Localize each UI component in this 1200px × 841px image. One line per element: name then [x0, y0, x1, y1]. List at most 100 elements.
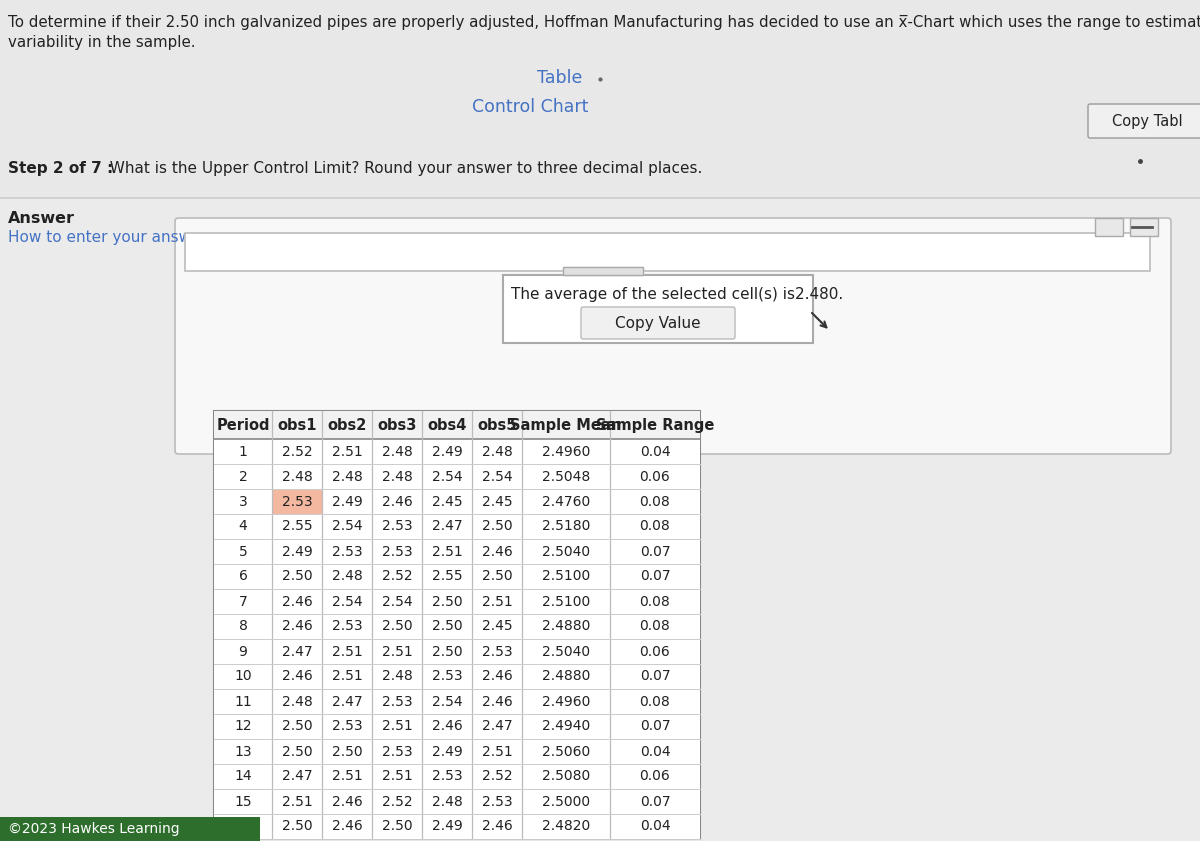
Text: 2.4820: 2.4820	[542, 819, 590, 833]
Text: 2.51: 2.51	[331, 644, 362, 659]
Text: 2.53: 2.53	[331, 620, 362, 633]
Text: 13: 13	[234, 744, 252, 759]
Bar	[214, 514, 700, 539]
Text: 2.51: 2.51	[481, 595, 512, 609]
Bar	[214, 814, 700, 839]
Text: 0.07: 0.07	[640, 544, 671, 558]
Text: 2.5080: 2.5080	[542, 770, 590, 784]
Text: 2.50: 2.50	[282, 819, 312, 833]
Bar	[214, 411, 700, 839]
Text: 2.46: 2.46	[432, 720, 462, 733]
Text: 2.54: 2.54	[331, 595, 362, 609]
Text: 2.50: 2.50	[382, 819, 413, 833]
Text: 4: 4	[239, 520, 247, 533]
Text: 2.46: 2.46	[481, 695, 512, 708]
Bar	[0, 198, 1200, 841]
Text: 9: 9	[239, 644, 247, 659]
Text: 2.46: 2.46	[481, 544, 512, 558]
Text: 0.04: 0.04	[640, 445, 671, 458]
Text: 2.51: 2.51	[382, 644, 413, 659]
Text: 2.54: 2.54	[481, 469, 512, 484]
Bar	[214, 489, 700, 514]
Text: obs3: obs3	[377, 417, 416, 432]
Text: 2.53: 2.53	[382, 744, 413, 759]
Bar	[214, 789, 700, 814]
Text: Answer: Answer	[8, 211, 74, 226]
FancyBboxPatch shape	[503, 275, 814, 343]
Text: ©2023 Hawkes Learning: ©2023 Hawkes Learning	[8, 822, 180, 836]
Text: 2.48: 2.48	[382, 669, 413, 684]
Text: 2.5100: 2.5100	[542, 595, 590, 609]
Text: 2.50: 2.50	[481, 520, 512, 533]
Text: 2.53: 2.53	[282, 495, 312, 509]
Text: 5: 5	[239, 544, 247, 558]
Text: 2.50: 2.50	[282, 569, 312, 584]
Text: 2.52: 2.52	[382, 569, 413, 584]
Text: 2.47: 2.47	[481, 720, 512, 733]
Text: 0.04: 0.04	[640, 744, 671, 759]
FancyBboxPatch shape	[185, 233, 1150, 271]
Text: 2.48: 2.48	[282, 695, 312, 708]
Text: 2.53: 2.53	[481, 795, 512, 808]
Text: 2.47: 2.47	[432, 520, 462, 533]
Text: 0.08: 0.08	[640, 620, 671, 633]
Text: 2.47: 2.47	[282, 770, 312, 784]
Text: 2.52: 2.52	[282, 445, 312, 458]
Text: 2.54: 2.54	[432, 469, 462, 484]
Text: 2.52: 2.52	[382, 795, 413, 808]
Text: 0.08: 0.08	[640, 495, 671, 509]
Text: 6: 6	[239, 569, 247, 584]
Text: 2.45: 2.45	[481, 620, 512, 633]
Text: 2.54: 2.54	[432, 695, 462, 708]
Text: 2.48: 2.48	[331, 469, 362, 484]
Bar	[563, 267, 643, 275]
Text: 2: 2	[239, 469, 247, 484]
Text: 2.51: 2.51	[331, 445, 362, 458]
Bar	[214, 411, 700, 439]
Text: 2.4760: 2.4760	[542, 495, 590, 509]
Bar	[214, 664, 700, 689]
Text: 2.48: 2.48	[481, 445, 512, 458]
Text: 2.51: 2.51	[432, 544, 462, 558]
Text: How to enter your answer: How to enter your answer	[8, 230, 208, 245]
FancyBboxPatch shape	[175, 218, 1171, 454]
Text: 2.50: 2.50	[282, 720, 312, 733]
Text: 2.5060: 2.5060	[542, 744, 590, 759]
Text: Table: Table	[538, 69, 583, 87]
Text: 0.06: 0.06	[640, 644, 671, 659]
Text: 2.54: 2.54	[382, 595, 413, 609]
Text: 0.07: 0.07	[640, 795, 671, 808]
Bar	[214, 564, 700, 589]
Text: 16: 16	[234, 819, 252, 833]
Text: 2.50: 2.50	[432, 620, 462, 633]
Text: Copy Tabl: Copy Tabl	[1112, 114, 1183, 129]
Text: Control Chart: Control Chart	[472, 98, 588, 116]
FancyBboxPatch shape	[581, 307, 734, 339]
Bar	[214, 639, 700, 664]
Text: 2.46: 2.46	[481, 819, 512, 833]
Text: 2.48: 2.48	[282, 469, 312, 484]
Text: 0.08: 0.08	[640, 595, 671, 609]
Text: The average of the selected cell(s) is2.480.: The average of the selected cell(s) is2.…	[511, 287, 844, 302]
Text: 2.46: 2.46	[382, 495, 413, 509]
Text: 2.49: 2.49	[432, 445, 462, 458]
Text: obs5: obs5	[478, 417, 517, 432]
Text: 2.49: 2.49	[432, 744, 462, 759]
Bar	[214, 589, 700, 614]
Text: Period: Period	[216, 417, 270, 432]
Text: 2.53: 2.53	[432, 770, 462, 784]
Text: 11: 11	[234, 695, 252, 708]
Text: obs2: obs2	[328, 417, 367, 432]
Text: 2.46: 2.46	[481, 669, 512, 684]
Text: 2.49: 2.49	[331, 495, 362, 509]
Text: 2.49: 2.49	[282, 544, 312, 558]
Text: 2.55: 2.55	[432, 569, 462, 584]
Text: obs1: obs1	[277, 417, 317, 432]
Text: Sample Range: Sample Range	[596, 417, 714, 432]
Text: 15: 15	[234, 795, 252, 808]
Text: 0.07: 0.07	[640, 569, 671, 584]
Bar	[214, 714, 700, 739]
Text: 7: 7	[239, 595, 247, 609]
Text: 2.46: 2.46	[282, 595, 312, 609]
Text: 2.46: 2.46	[282, 669, 312, 684]
